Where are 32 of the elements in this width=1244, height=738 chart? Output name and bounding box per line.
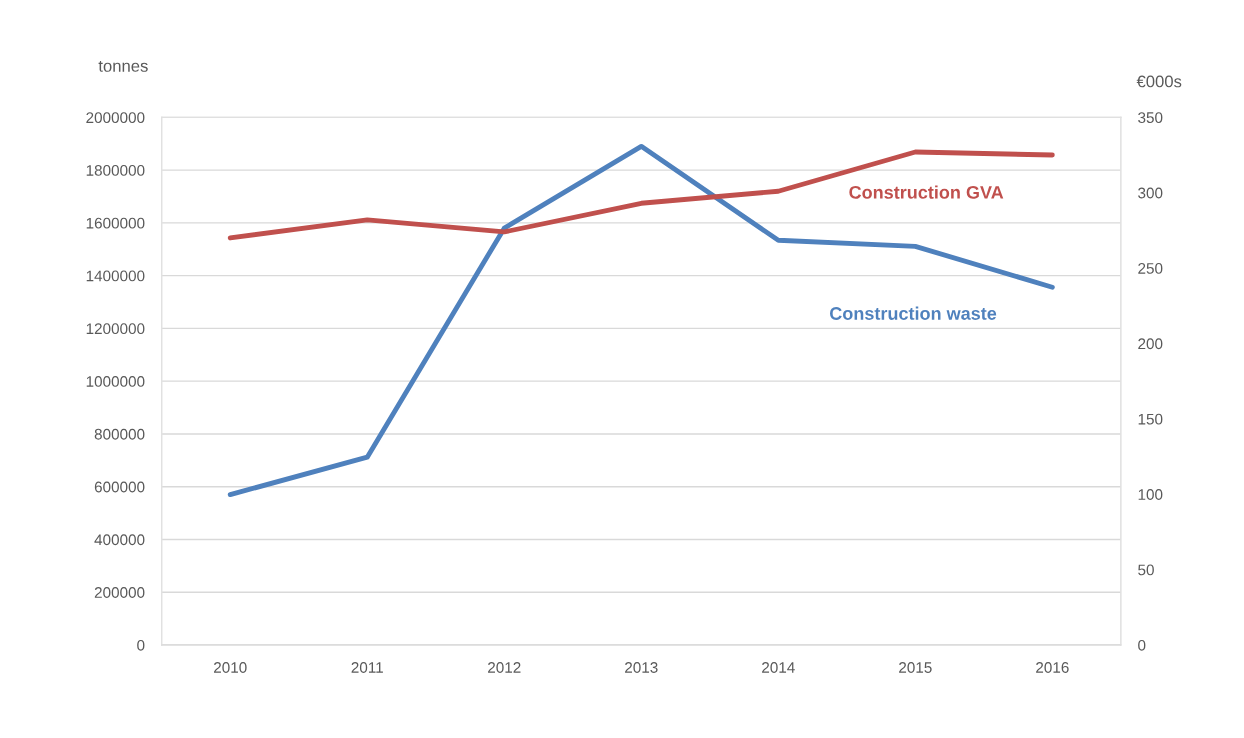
series-label: Construction GVA <box>849 185 1004 199</box>
y-tick-label: 0 <box>137 639 145 651</box>
x-tick-label: 2012 <box>488 662 521 673</box>
y2-tick-label: 100 <box>1138 489 1163 500</box>
line-series <box>227 143 1055 498</box>
y2-tick-label: 300 <box>1138 187 1163 199</box>
x-tick-label: 2015 <box>899 662 932 673</box>
x-tick-label: 2010 <box>214 662 247 673</box>
y-tick-label: 1200000 <box>86 323 145 335</box>
line-series <box>227 149 1055 241</box>
x-tick-label: 2011 <box>351 662 383 673</box>
y2-tick-label: 150 <box>1138 413 1163 425</box>
y2-tick-label: 200 <box>1138 338 1163 350</box>
y-tick-label: 200000 <box>94 587 145 598</box>
y-tick-label: 1800000 <box>86 164 145 176</box>
y2-tick-label: 250 <box>1138 262 1163 274</box>
y2-tick-label: 350 <box>1138 112 1163 124</box>
y2-tick-label: 0 <box>1138 639 1146 651</box>
y-tick-label: 1000000 <box>86 376 145 387</box>
y-tick-label: 800000 <box>94 428 145 440</box>
x-tick-label: 2013 <box>625 662 658 673</box>
x-tick-label: 2014 <box>762 662 795 673</box>
y-axis-title: tonnes <box>98 60 148 72</box>
y-tick-label: 600000 <box>94 481 145 493</box>
x-tick-label: 2016 <box>1036 662 1069 673</box>
y-tick-label: 2000000 <box>86 112 145 124</box>
y2-axis-title: €000s <box>1136 75 1182 88</box>
series-label: Construction waste <box>830 306 997 320</box>
y2-tick-label: 50 <box>1138 564 1154 576</box>
y-tick-label: 1400000 <box>86 270 145 282</box>
y-tick-label: 1600000 <box>86 217 145 229</box>
y-tick-label: 400000 <box>94 534 145 546</box>
